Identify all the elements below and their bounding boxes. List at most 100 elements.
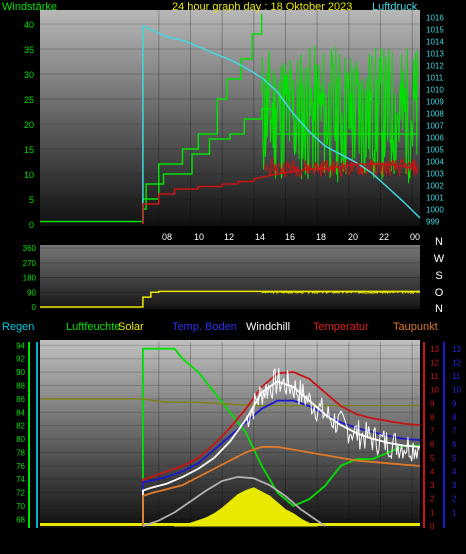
panel-1-left-tick: 25 <box>24 95 34 105</box>
windchill-noise-line <box>245 367 420 462</box>
panel-1-right-tick: 1003 <box>426 170 444 179</box>
panel-1-right-tick: 1015 <box>426 26 444 35</box>
panel-3-right-red-tick: 10 <box>430 386 439 395</box>
panel-1-left-tick: 15 <box>24 145 34 155</box>
panel-2-y-tick: 180 <box>23 274 37 283</box>
panel-3-left-tick: 88 <box>16 381 25 390</box>
panel-1-bg <box>40 10 420 226</box>
panel-3-right-blue-tick: 8 <box>452 413 457 422</box>
panel-3-right-blue-tick: 7 <box>452 427 457 436</box>
panel-1-x-tick: 00 <box>410 232 420 242</box>
panel-3-right-blue-tick: 13 <box>452 345 461 354</box>
panel-3-right-red-tick: 8 <box>430 413 435 422</box>
panel-1-right-tick: 1001 <box>426 194 444 203</box>
panel-1-right-tick: 1008 <box>426 110 444 119</box>
panel-3-left-tick: 78 <box>16 448 25 457</box>
panel-3-left-tick: 92 <box>16 355 25 364</box>
solar-baseline <box>40 523 420 526</box>
windrichtung-noise-line <box>261 290 420 295</box>
panel-1-left-label: Windstärke <box>2 1 57 13</box>
panel-3-right-red-tick: 3 <box>430 481 435 490</box>
panel-1-right-tick: 1010 <box>426 86 444 95</box>
panel-2-direction-label: W <box>434 253 445 265</box>
panel-1-series-line-0 <box>40 108 419 223</box>
panel-3-left-tick: 76 <box>16 462 25 471</box>
panel-3-left-tick: 90 <box>16 368 25 377</box>
panel-3-series-line-1 <box>40 398 420 407</box>
panel-3-right-blue-tick: 6 <box>452 440 457 449</box>
panel-3-right-red-tick: 9 <box>430 399 435 408</box>
legend-temperatur: Temperatur <box>313 321 369 333</box>
panel-2-direction-label: O <box>435 287 444 299</box>
panel-1-right-tick: 1009 <box>426 98 444 107</box>
panel-1-x-tick: 12 <box>224 232 234 242</box>
panel-1-x-tick: 20 <box>348 232 358 242</box>
panel-1-right-tick: 1005 <box>426 146 444 155</box>
legend-regen: Regen <box>2 321 34 333</box>
panel-1-right-tick: 1007 <box>426 122 444 131</box>
panel-1-right-tick: 1012 <box>426 62 444 71</box>
panel-1-right-tick: 999 <box>426 218 440 227</box>
panel-2-y-tick: 0 <box>32 303 37 312</box>
panel-3-series-line-2 <box>142 371 421 526</box>
panel-3-right-blue-tick: 3 <box>452 481 457 490</box>
panel-2-y-tick: 90 <box>27 288 36 297</box>
panel-1-left-tick: 35 <box>24 45 34 55</box>
panel-3-left-tick: 82 <box>16 422 25 431</box>
panel-1-series-line-1 <box>142 14 263 224</box>
panel-3-series-line-6 <box>142 476 326 527</box>
panel-1-right-tick: 1013 <box>426 50 444 59</box>
panel-2-direction-label: N <box>435 303 443 315</box>
panel-2-y-tick: 360 <box>23 244 37 253</box>
legend-windchill: Windchill <box>246 321 290 333</box>
panel-1-left-tick: 0 <box>29 220 34 230</box>
panel-1-x-tick: 18 <box>316 232 326 242</box>
panel-3-right-blue-tick: 4 <box>452 467 457 476</box>
panel-2-direction-label: N <box>435 236 443 248</box>
panel-1-x-tick: 08 <box>162 232 172 242</box>
panel-3-left-tick: 84 <box>16 408 25 417</box>
panel-3-right-red-tick: 5 <box>430 454 435 463</box>
panel-3-right-red-tick: 4 <box>430 467 435 476</box>
panel-3-right-red-tick: 0 <box>430 522 435 531</box>
panel-1-x-tick: 16 <box>285 232 295 242</box>
panel-1-series-line-3 <box>142 163 417 224</box>
panel-3-right-blue-tick: 5 <box>452 454 457 463</box>
solar-area <box>174 487 318 527</box>
panel-1-right-tick: 1000 <box>426 206 444 215</box>
panel-1-right-tick: 1006 <box>426 134 444 143</box>
panel-1-left-tick: 10 <box>24 170 34 180</box>
panel-1-x-tick: 14 <box>255 232 265 242</box>
panel-3-right-red-tick: 7 <box>430 427 435 436</box>
panel-1-right-label: Luftdruck <box>372 1 418 13</box>
panel-3-left-tick: 68 <box>16 515 25 524</box>
panel-3-series-line-5 <box>142 446 421 526</box>
legend-luftfeuchte: Luftfeuchte <box>66 321 120 333</box>
panel-3-right-red-tick: 11 <box>430 372 439 381</box>
panel-1-left-tick: 30 <box>24 70 34 80</box>
panel-3-right-red-tick: 1 <box>430 508 435 517</box>
panel-3-right-red-tick: 13 <box>430 345 439 354</box>
panel-3-left-tick: 72 <box>16 489 25 498</box>
panel-1-series-line-2 <box>142 24 421 223</box>
legend-temp-boden: Temp. Boden <box>172 321 237 333</box>
windboeen-noise-line <box>261 45 419 184</box>
panel-3-left-tick: 86 <box>16 395 25 404</box>
panel-3-right-blue-tick: 1 <box>452 508 457 517</box>
panel-3-right-blue-tick: 11 <box>452 372 461 381</box>
panel-3-series-line-0 <box>142 347 420 526</box>
panel-1-right-tick: 1016 <box>426 14 444 23</box>
panel-3-left-tick: 70 <box>16 502 25 511</box>
panel-1-left-tick: 40 <box>24 20 34 30</box>
panel-1-right-tick: 1014 <box>426 38 444 47</box>
panel-2-direction-label: S <box>435 270 442 282</box>
panel-1-title: 24 hour graph day : 18 Oktober 2023 <box>172 1 352 13</box>
panel-1-right-tick: 1011 <box>426 74 444 83</box>
panel-3-right-red-tick: 12 <box>430 358 439 367</box>
panel-3-right-red-tick: 6 <box>430 440 435 449</box>
panel-1-x-tick: 10 <box>194 232 204 242</box>
panel-3-right-blue-tick: 2 <box>452 495 457 504</box>
panel-1-right-tick: 1002 <box>426 182 444 191</box>
panel-1-left-tick: 20 <box>24 120 34 130</box>
